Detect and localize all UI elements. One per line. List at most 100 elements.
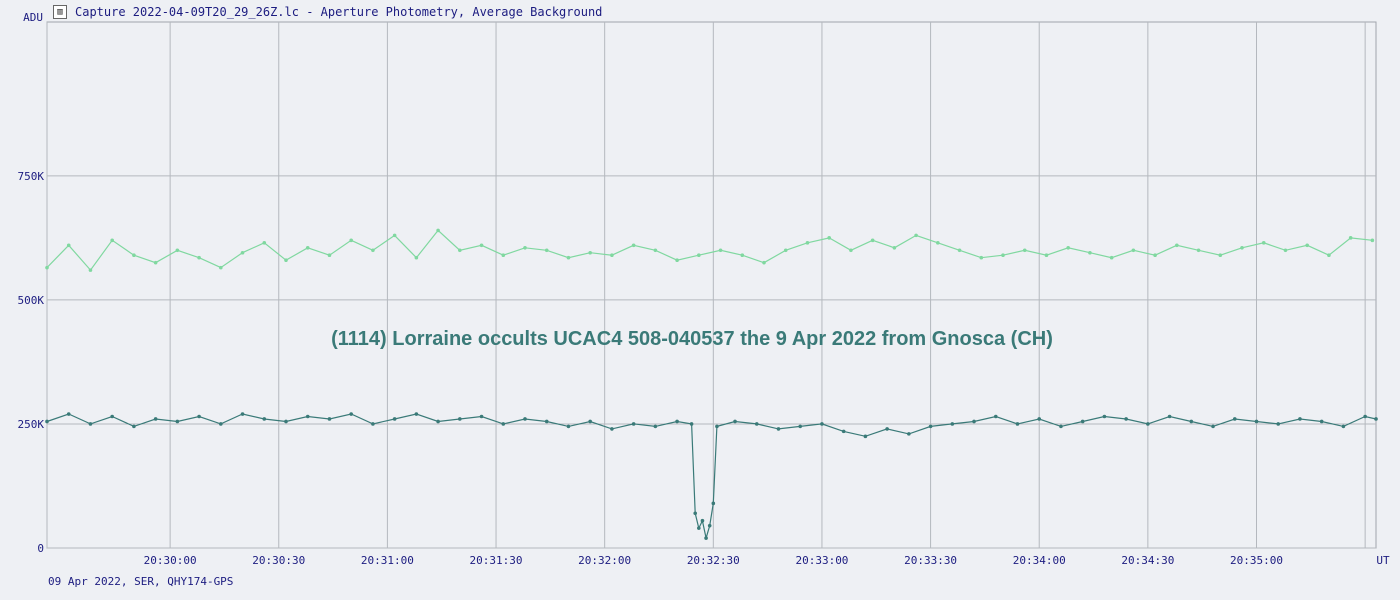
data-point [45, 419, 49, 424]
data-point [240, 250, 245, 255]
data-point [805, 241, 810, 245]
data-point [610, 427, 614, 431]
x-tick-label: 20:34:00 [1013, 554, 1066, 567]
data-point [783, 248, 788, 253]
data-point [979, 255, 984, 260]
data-point [1341, 424, 1346, 429]
footer-info: 09 Apr 2022, SER, QHY174-GPS [48, 575, 234, 588]
x-tick-label: 20:33:00 [795, 554, 848, 567]
data-point [501, 422, 506, 426]
data-point [1327, 253, 1331, 258]
data-point [1363, 414, 1367, 419]
data-point [1131, 248, 1136, 253]
data-point [718, 248, 723, 253]
chart-header: ▥ Capture 2022-04-09T20_29_26Z.lc - Aper… [53, 3, 602, 21]
data-point [1211, 424, 1215, 429]
data-point [1146, 422, 1150, 426]
data-point [885, 427, 889, 431]
data-point [1175, 243, 1179, 248]
data-point [327, 417, 332, 421]
x-tick-label: 20:32:00 [578, 554, 631, 567]
data-point [544, 419, 549, 424]
data-point [45, 265, 49, 270]
data-point [1305, 243, 1309, 248]
y-tick-label: 750K [18, 170, 45, 183]
data-point [715, 424, 719, 429]
data-point [711, 501, 716, 506]
data-point [993, 414, 998, 419]
y-tick-label: 500K [18, 294, 45, 307]
data-point [66, 243, 71, 248]
chart-icon[interactable]: ▥ [53, 5, 67, 19]
data-point [110, 414, 114, 419]
data-point [523, 417, 527, 421]
data-point [707, 523, 712, 528]
data-point [675, 258, 679, 262]
data-point [827, 236, 831, 240]
data-point [219, 422, 223, 426]
data-point [1102, 414, 1107, 419]
y-tick-label: 0 [37, 542, 44, 555]
data-point [675, 419, 679, 424]
data-point [754, 422, 759, 426]
data-point [284, 419, 288, 424]
data-point [820, 422, 824, 426]
data-point [914, 233, 918, 238]
data-point [1374, 417, 1378, 421]
series-line-2 [46, 413, 1377, 539]
data-point [1109, 255, 1114, 260]
x-tick-label: 20:30:00 [144, 554, 197, 567]
x-tick-label: 20:32:30 [687, 554, 740, 567]
data-point [88, 268, 93, 272]
data-point [305, 414, 310, 419]
data-point [436, 228, 440, 233]
data-point [733, 419, 737, 424]
data-point [1283, 248, 1288, 253]
data-point [262, 241, 267, 245]
data-point [863, 434, 868, 439]
data-point [697, 526, 701, 530]
data-point [132, 424, 136, 429]
data-point [1124, 417, 1128, 421]
window-title: Capture 2022-04-09T20_29_26Z.lc - Apertu… [75, 5, 603, 19]
data-point [631, 422, 636, 426]
data-point [693, 511, 698, 516]
x-tick-label: 20:31:30 [470, 554, 523, 567]
data-point [700, 518, 705, 523]
data-point [798, 424, 803, 429]
data-point [1059, 424, 1063, 429]
data-point [1348, 236, 1353, 240]
data-point [175, 419, 180, 424]
data-point [972, 419, 976, 424]
data-point [907, 432, 911, 436]
data-point [588, 250, 592, 255]
data-point [544, 248, 549, 253]
data-point [66, 412, 71, 416]
data-point [1189, 419, 1194, 424]
data-point [479, 243, 484, 248]
x-tick-label: 20:31:00 [361, 554, 414, 567]
data-point [110, 238, 114, 243]
data-point [957, 248, 962, 253]
data-point [1254, 419, 1259, 424]
data-point [1167, 414, 1172, 419]
data-point [327, 253, 332, 258]
data-point [501, 253, 506, 258]
data-point [371, 422, 375, 426]
data-point [740, 253, 745, 258]
data-point [653, 424, 658, 429]
data-point [1298, 417, 1302, 421]
data-point [88, 422, 93, 426]
data-point [392, 233, 397, 238]
data-point [371, 248, 375, 253]
data-point [349, 412, 353, 416]
data-point [689, 422, 694, 426]
data-point [153, 417, 158, 421]
data-point [1232, 417, 1237, 421]
x-tick-label: 20:30:30 [252, 554, 305, 567]
series-line-1 [46, 229, 1373, 272]
data-point [631, 243, 636, 248]
x-tick-label: 20:33:30 [904, 554, 957, 567]
data-point [1196, 248, 1201, 253]
